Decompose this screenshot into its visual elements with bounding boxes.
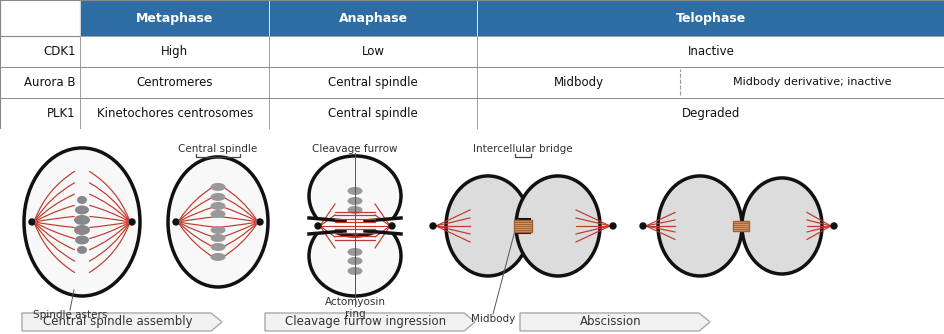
Text: Midbody: Midbody: [470, 314, 514, 324]
Text: CDK1: CDK1: [43, 45, 76, 58]
Ellipse shape: [211, 226, 226, 234]
Ellipse shape: [211, 210, 226, 218]
Ellipse shape: [74, 225, 90, 235]
Polygon shape: [22, 313, 222, 331]
Text: Anaphase: Anaphase: [338, 11, 408, 24]
Circle shape: [830, 223, 836, 229]
Text: High: High: [161, 45, 188, 58]
Text: Metaphase: Metaphase: [136, 11, 213, 24]
Text: Telophase: Telophase: [675, 11, 746, 24]
Ellipse shape: [211, 243, 226, 251]
Ellipse shape: [347, 197, 362, 205]
Bar: [477, 36, 944, 67]
Text: Degraded: Degraded: [682, 107, 739, 120]
Ellipse shape: [657, 176, 741, 276]
Ellipse shape: [24, 148, 140, 296]
Circle shape: [29, 219, 35, 225]
Text: Central spindle: Central spindle: [329, 107, 417, 120]
Text: Abscission: Abscission: [579, 316, 641, 329]
Bar: [269, 67, 477, 98]
Ellipse shape: [211, 234, 226, 242]
Ellipse shape: [75, 235, 89, 244]
Polygon shape: [519, 313, 709, 331]
Ellipse shape: [211, 253, 226, 261]
Bar: [80, 36, 269, 67]
Text: Low: Low: [362, 45, 384, 58]
Bar: [269, 98, 477, 129]
Bar: [80, 0, 269, 36]
Ellipse shape: [347, 248, 362, 256]
Text: Central spindle: Central spindle: [178, 144, 258, 154]
Bar: [80, 98, 269, 129]
Bar: [733, 221, 749, 231]
Bar: [514, 220, 531, 232]
Ellipse shape: [446, 176, 530, 276]
Circle shape: [173, 219, 178, 225]
Text: Spindle asters: Spindle asters: [33, 310, 107, 320]
Text: Central spindle assembly: Central spindle assembly: [42, 316, 193, 329]
Text: Aurora B: Aurora B: [25, 76, 76, 89]
Text: Actomyosin
ring: Actomyosin ring: [324, 297, 385, 319]
Circle shape: [314, 223, 321, 229]
Text: Kinetochores centrosomes: Kinetochores centrosomes: [96, 107, 253, 120]
Bar: [80, 67, 269, 98]
Ellipse shape: [168, 157, 268, 287]
Bar: [0, 0, 80, 36]
Ellipse shape: [211, 183, 226, 191]
Ellipse shape: [211, 193, 226, 201]
Ellipse shape: [309, 216, 400, 296]
Ellipse shape: [76, 246, 87, 254]
Ellipse shape: [211, 202, 226, 210]
Bar: [477, 98, 944, 129]
Ellipse shape: [515, 176, 599, 276]
Ellipse shape: [347, 187, 362, 195]
Text: Cleavage furrow ingression: Cleavage furrow ingression: [285, 316, 446, 329]
Circle shape: [430, 223, 435, 229]
Bar: [477, 67, 944, 98]
Bar: [269, 0, 477, 36]
Text: PLK1: PLK1: [47, 107, 76, 120]
Circle shape: [257, 219, 262, 225]
Ellipse shape: [347, 257, 362, 265]
Bar: [477, 0, 944, 36]
Polygon shape: [264, 313, 475, 331]
Text: Centromeres: Centromeres: [137, 76, 212, 89]
Bar: [269, 36, 477, 67]
Text: Central spindle: Central spindle: [329, 76, 417, 89]
Circle shape: [610, 223, 615, 229]
Text: Inactive: Inactive: [687, 45, 733, 58]
Circle shape: [639, 223, 646, 229]
Circle shape: [129, 219, 135, 225]
Bar: [0, 98, 80, 129]
Bar: [308, 218, 401, 234]
Ellipse shape: [76, 196, 87, 204]
Ellipse shape: [347, 267, 362, 275]
Text: Midbody: Midbody: [553, 76, 603, 89]
Text: Midbody derivative; inactive: Midbody derivative; inactive: [733, 77, 891, 87]
Text: Cleavage furrow: Cleavage furrow: [312, 144, 397, 154]
Bar: [0, 36, 80, 67]
Circle shape: [389, 223, 395, 229]
Ellipse shape: [347, 206, 362, 214]
Ellipse shape: [741, 178, 821, 274]
Bar: [515, 219, 530, 233]
Text: Intercellular bridge: Intercellular bridge: [473, 144, 572, 154]
Ellipse shape: [309, 156, 400, 236]
Bar: [0, 67, 80, 98]
Ellipse shape: [74, 215, 90, 225]
Ellipse shape: [75, 205, 89, 214]
